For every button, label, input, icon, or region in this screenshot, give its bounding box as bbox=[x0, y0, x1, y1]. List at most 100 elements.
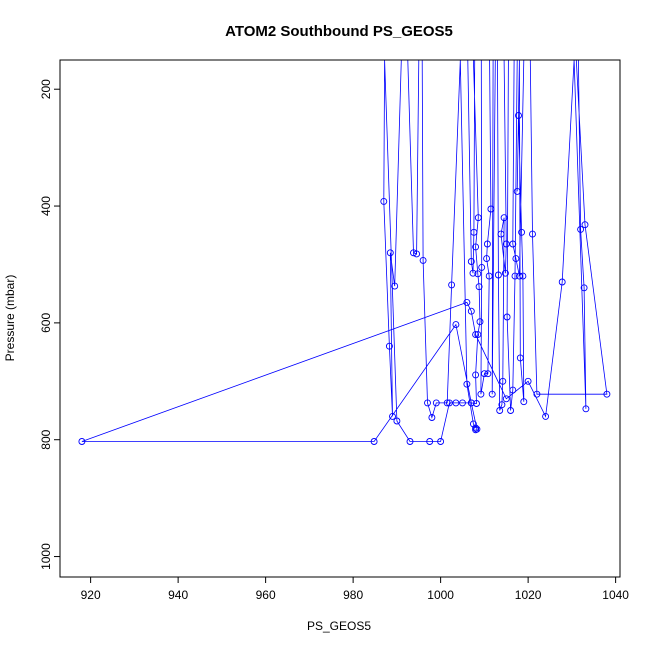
x-tick-label: 1020 bbox=[515, 588, 542, 602]
chart-title: ATOM2 Southbound PS_GEOS5 bbox=[225, 23, 453, 40]
plot-frame bbox=[59, 59, 621, 578]
data-point bbox=[478, 263, 486, 271]
x-tick-label: 1000 bbox=[427, 588, 454, 602]
data-point bbox=[512, 255, 520, 263]
data-point bbox=[511, 272, 519, 280]
data-point bbox=[380, 197, 388, 205]
x-tick-label: 920 bbox=[81, 588, 101, 602]
data-point bbox=[488, 390, 496, 398]
data-point bbox=[542, 412, 550, 420]
data-point bbox=[529, 230, 536, 238]
data-point bbox=[502, 395, 510, 403]
data-point bbox=[432, 399, 440, 407]
data-point bbox=[472, 331, 480, 339]
data-point bbox=[483, 240, 491, 248]
data-point bbox=[485, 272, 493, 280]
data-point bbox=[496, 407, 504, 414]
data-point bbox=[389, 412, 396, 420]
data-point bbox=[463, 298, 471, 306]
data-point bbox=[475, 283, 483, 291]
data-point bbox=[582, 405, 590, 413]
data-point bbox=[406, 438, 414, 445]
data-point bbox=[519, 272, 527, 280]
data-point bbox=[452, 321, 460, 329]
data-point bbox=[474, 331, 482, 339]
data-point bbox=[78, 438, 86, 445]
data-point bbox=[391, 282, 399, 290]
data-point bbox=[473, 425, 481, 433]
data-point bbox=[428, 414, 436, 421]
y-tick-label: 400 bbox=[39, 196, 53, 216]
x-tick-label: 960 bbox=[256, 588, 276, 602]
data-point bbox=[467, 307, 475, 315]
data-point bbox=[473, 400, 480, 407]
y-tick-label: 600 bbox=[39, 313, 53, 333]
data-point bbox=[524, 377, 532, 385]
data-point bbox=[515, 272, 523, 280]
y-axis-label: Pressure (mbar) bbox=[3, 275, 17, 362]
x-tick-label: 940 bbox=[168, 588, 188, 602]
y-tick-label: 200 bbox=[39, 79, 53, 99]
data-point bbox=[452, 399, 460, 407]
data-point bbox=[581, 221, 589, 229]
data-point bbox=[498, 401, 506, 409]
data-point bbox=[500, 214, 508, 222]
data-point bbox=[419, 256, 427, 264]
data-point bbox=[472, 243, 480, 251]
data-point bbox=[518, 228, 526, 236]
data-point bbox=[533, 390, 541, 398]
data-point bbox=[472, 424, 480, 432]
data-point bbox=[502, 240, 510, 248]
data-point bbox=[497, 230, 505, 238]
data-point bbox=[469, 269, 477, 277]
data-point bbox=[445, 399, 453, 407]
data-point bbox=[577, 225, 585, 233]
data-point bbox=[370, 438, 378, 445]
data-point bbox=[410, 249, 417, 257]
data-point bbox=[443, 399, 451, 407]
data-point bbox=[385, 342, 393, 350]
axes: 920 940 960 980 1000 1020 1040 200 400 600 800 1000 bbox=[39, 79, 629, 602]
data-point bbox=[580, 284, 588, 292]
data-point bbox=[603, 390, 611, 398]
x-axis-label: PS_GEOS5 bbox=[307, 619, 371, 633]
data-point bbox=[480, 370, 488, 378]
data-point bbox=[515, 112, 522, 119]
data-point bbox=[426, 438, 434, 445]
data-point bbox=[494, 271, 502, 279]
data-point bbox=[509, 240, 517, 248]
data-point bbox=[463, 380, 471, 388]
data-point bbox=[484, 370, 492, 378]
data-point bbox=[448, 281, 456, 289]
series-layer bbox=[78, 60, 611, 445]
x-tick-label: 980 bbox=[343, 588, 363, 602]
data-point bbox=[459, 399, 466, 407]
data-point bbox=[509, 386, 517, 394]
data-point bbox=[503, 313, 511, 321]
data-point bbox=[513, 187, 521, 195]
data-point bbox=[501, 269, 509, 277]
data-point bbox=[507, 407, 515, 414]
data-point bbox=[516, 354, 524, 362]
data-point bbox=[472, 371, 480, 379]
x-tick-label: 1040 bbox=[602, 588, 629, 602]
data-point bbox=[424, 399, 431, 407]
y-tick-label: 1000 bbox=[39, 543, 53, 570]
data-point bbox=[467, 258, 475, 265]
data-point bbox=[437, 438, 445, 445]
data-point bbox=[558, 278, 566, 286]
data-point bbox=[470, 228, 478, 236]
data-point bbox=[467, 399, 475, 407]
data-point bbox=[499, 377, 507, 385]
data-point bbox=[520, 398, 528, 406]
data-point bbox=[477, 390, 485, 398]
data-point bbox=[413, 250, 421, 258]
data-point bbox=[476, 318, 484, 326]
data-point bbox=[483, 255, 491, 263]
data-point bbox=[393, 417, 401, 425]
data-point bbox=[487, 205, 495, 213]
y-tick-label: 800 bbox=[39, 429, 53, 449]
data-point bbox=[474, 214, 482, 222]
